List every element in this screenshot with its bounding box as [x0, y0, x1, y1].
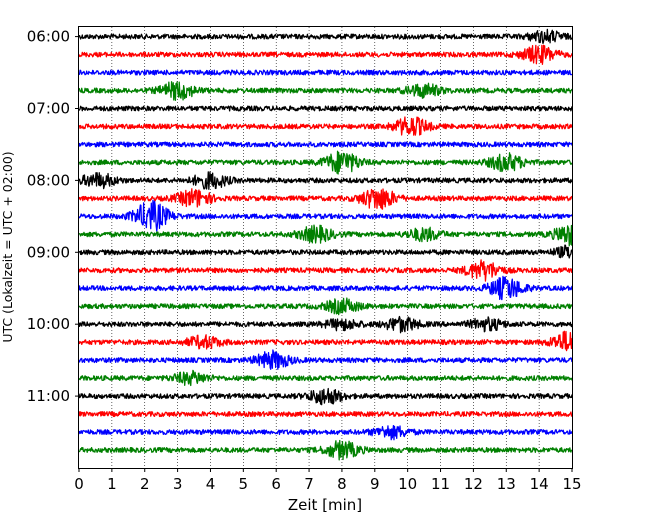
trace-1045 [78, 369, 573, 387]
trace-0930 [78, 275, 573, 301]
y-tick-label: 10:00 [27, 315, 70, 333]
x-tick-label: 11 [431, 475, 450, 493]
x-tick-label: 14 [530, 475, 549, 493]
x-tick-label: 7 [304, 475, 314, 493]
trace-0915 [78, 259, 573, 282]
trace-0615 [78, 44, 573, 65]
x-tick-label: 6 [271, 475, 281, 493]
x-tick-label: 10 [398, 475, 417, 493]
x-tick-label: 2 [140, 475, 150, 493]
x-tick-label: 5 [239, 475, 249, 493]
x-tick-label: 9 [370, 475, 380, 493]
trace-0700 [78, 105, 573, 112]
trace-0745 [78, 150, 573, 175]
y-tick-label: 11:00 [27, 387, 70, 405]
x-tick-label: 1 [107, 475, 117, 493]
trace-0900 [78, 244, 573, 259]
x-tick-label: 13 [497, 475, 516, 493]
trace-0715 [78, 116, 573, 136]
x-tick-label: 0 [74, 475, 84, 493]
plot-frame [78, 26, 573, 469]
trace-0600 [78, 28, 573, 45]
trace-group [78, 28, 573, 461]
trace-1030 [78, 349, 573, 370]
trace-0730 [78, 141, 573, 148]
y-tick-label: 09:00 [27, 243, 70, 261]
trace-0815 [78, 188, 573, 210]
trace-1100 [78, 387, 573, 406]
y-axis-label: UTC (Lokalzeit = UTC + 02:00) [0, 151, 15, 342]
x-tick-label: 15 [562, 475, 581, 493]
trace-0630 [78, 69, 573, 76]
trace-1000 [78, 315, 573, 334]
trace-1015 [78, 330, 573, 352]
x-tick-label: 4 [206, 475, 216, 493]
trace-0945 [78, 297, 573, 316]
y-axis: 06:00 07:00 08:00 09:00 10:00 11:00 [27, 28, 79, 405]
x-tick-label: 12 [464, 475, 483, 493]
y-tick-label: 08:00 [27, 171, 70, 189]
trace-0845 [78, 224, 573, 247]
y-tick-label: 07:00 [27, 99, 70, 117]
trace-0800 [78, 171, 573, 190]
x-tick-label: 3 [173, 475, 183, 493]
trace-0830 [78, 199, 573, 232]
x-tick-label: 8 [337, 475, 347, 493]
trace-0645 [78, 81, 573, 101]
trace-1145 [78, 439, 573, 461]
trace-1130 [78, 425, 573, 441]
x-axis: 0 1 2 3 4 5 6 7 8 9 10 11 12 13 14 15 [74, 468, 582, 493]
x-axis-label: Zeit [min] [288, 496, 362, 514]
y-tick-label: 06:00 [27, 28, 70, 46]
trace-1115 [78, 411, 573, 418]
